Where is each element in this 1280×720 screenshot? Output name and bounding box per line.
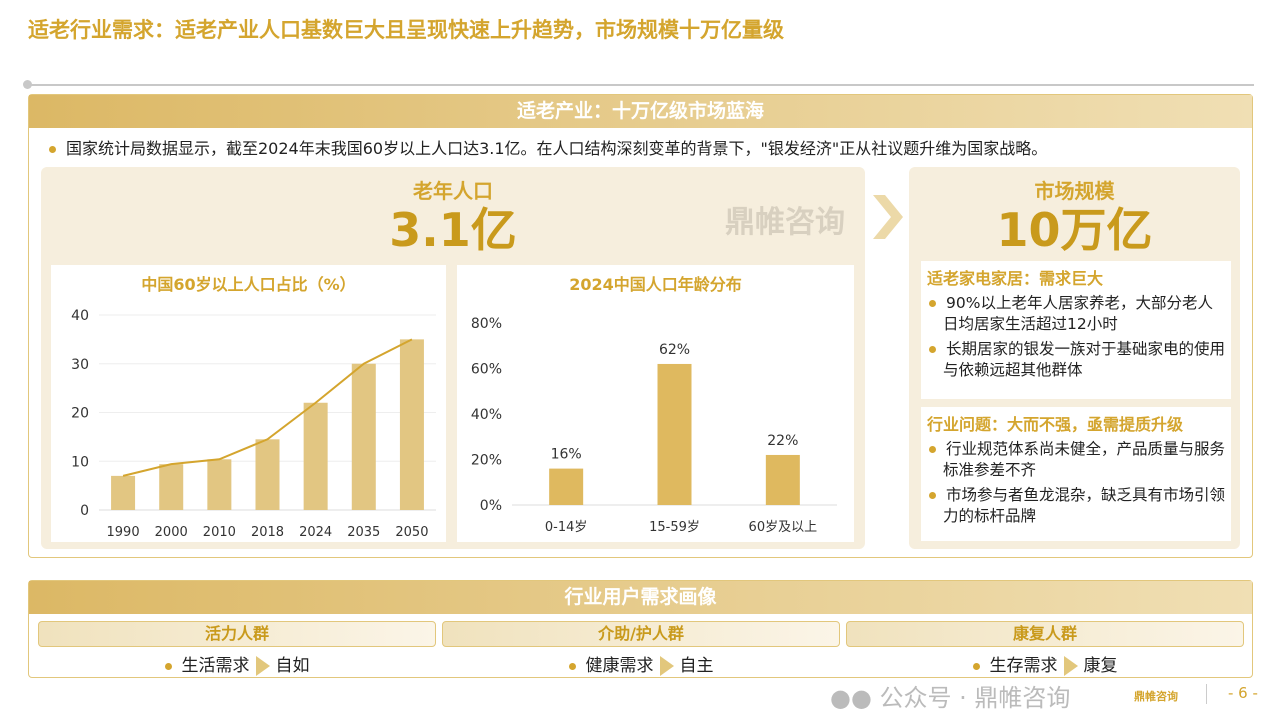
kpi-label: 老年人口 [413, 179, 493, 203]
panel-header: 行业用户需求画像 [29, 581, 1252, 614]
chart-title: 2024中国人口年龄分布 [569, 275, 742, 294]
rule-dot [23, 80, 32, 89]
kpi-value: 10万亿 [996, 203, 1153, 257]
data-label: 62% [659, 342, 690, 358]
bullet-icon [972, 662, 980, 670]
need-row: 生活需求 自如 [38, 651, 436, 676]
section-point: 市场参与者鱼龙混杂，缺乏具有市场引领力的标杆品牌 [921, 485, 1231, 531]
chart-svg: 0 10 20 30 40 1990 2000 2010 2018 2024 2035 2050 [71, 308, 436, 540]
arrow-icon [659, 656, 674, 676]
y-tick-label: 30 [71, 357, 89, 373]
bullet-icon [568, 662, 576, 670]
bar [657, 363, 692, 505]
market-panel: 适老产业：十万亿级市场蓝海 国家统计局数据显示，截至2024年末我国60岁以上人… [28, 94, 1253, 558]
elderly-ratio-chart: 中国60岁以上人口占比（%） 0 10 20 30 40 1990 2000 2010 2018… [51, 265, 446, 542]
bar [207, 459, 232, 510]
age-distribution-chart: 2024中国人口年龄分布 0% 20% 40% 60% 80% 0-14岁 16% 15-59… [457, 265, 854, 542]
need-row: 健康需求 自主 [442, 651, 840, 676]
bar [351, 363, 376, 510]
group-active: 活力人群 [38, 621, 436, 647]
intro-text: 国家统计局数据显示，截至2024年末我国60岁以上人口达3.1亿。在人口结构深刻… [49, 135, 1047, 159]
wechat-icon: ●● [830, 684, 872, 712]
footer-logo: 鼎帷咨询 [1134, 690, 1178, 703]
x-tick-label: 2024 [299, 525, 332, 540]
need-row: 生存需求 康复 [846, 651, 1244, 676]
bullet-icon [49, 146, 56, 153]
y-tick-label: 0 [80, 503, 89, 519]
panel-header: 适老产业：十万亿级市场蓝海 [29, 95, 1252, 128]
kpi-value: 3.1亿 [389, 203, 517, 257]
bar [255, 439, 280, 510]
elderly-population-box: 老年人口 3.1亿 鼎帷咨询 中国60岁以上人口占比（%） 0 10 20 30 40 1… [41, 167, 865, 549]
x-tick-label: 2018 [251, 525, 284, 540]
y-tick-label: 20% [471, 453, 502, 469]
bar [549, 468, 584, 505]
intro-label: 国家统计局数据显示，截至2024年末我国60岁以上人口达3.1亿。在人口结构深刻… [66, 139, 1048, 158]
page-title: 适老行业需求：适老产业人口基数巨大且呈现快速上升趋势，市场规模十万亿量级 [28, 17, 784, 42]
x-tick-label: 2050 [395, 525, 428, 540]
y-tick-label: 80% [471, 316, 502, 332]
watermark: 鼎帷咨询 [725, 205, 845, 240]
y-tick-label: 10 [71, 454, 89, 470]
issue-section: 行业问题：大而不强，亟需提质升级 行业规范体系尚未健全，产品质量与服务标准参差不… [921, 407, 1231, 541]
bullet-icon [929, 492, 936, 499]
y-tick-label: 60% [471, 362, 502, 378]
x-tick-label: 15-59岁 [649, 520, 700, 535]
data-label: 22% [767, 433, 798, 449]
section-heading: 适老家电家居：需求巨大 [927, 269, 1104, 288]
trend-line [122, 338, 413, 477]
chart-title: 中国60岁以上人口占比（%） [141, 275, 356, 294]
x-tick-label: 2010 [203, 525, 236, 540]
section-point: 长期居家的银发一族对于基础家电的使用与依赖远超其他群体 [921, 339, 1231, 385]
wechat-watermark: ●● 公众号 · 鼎帷咨询 [830, 684, 1071, 712]
bar [159, 464, 184, 510]
bar [303, 402, 328, 510]
x-tick-label: 2035 [347, 525, 380, 540]
bullet-icon [164, 662, 172, 670]
section-point: 行业规范体系尚未健全，产品质量与服务标准参差不齐 [921, 439, 1231, 485]
y-tick-label: 20 [71, 406, 89, 422]
bullet-icon [929, 346, 936, 353]
y-tick-label: 0% [480, 498, 502, 514]
x-tick-label: 2000 [155, 525, 188, 540]
data-label: 16% [551, 447, 582, 463]
bullet-icon [929, 446, 936, 453]
bar [765, 454, 800, 505]
section-point: 90%以上老年人居家养老，大部分老人日均居家生活超过12小时 [921, 293, 1231, 339]
footer-divider [1206, 684, 1207, 704]
chart-svg: 0% 20% 40% 60% 80% 0-14岁 16% 15-59岁 62% 60岁及以上 22% [471, 316, 837, 535]
divider [28, 84, 1254, 86]
demand-section: 适老家电家居：需求巨大 90%以上老年人居家养老，大部分老人日均居家生活超过12… [921, 261, 1231, 399]
page-number: - 6 - [1228, 684, 1258, 702]
group-assisted: 介助/护人群 [442, 621, 840, 647]
x-tick-label: 1990 [107, 525, 140, 540]
section-heading: 行业问题：大而不强，亟需提质升级 [927, 415, 1184, 434]
group-rehab: 康复人群 [846, 621, 1244, 647]
arrow-icon [255, 656, 270, 676]
bullet-icon [929, 300, 936, 307]
y-tick-label: 40 [71, 308, 89, 324]
market-size-box: 市场规模 10万亿 适老家电家居：需求巨大 90%以上老年人居家养老，大部分老人… [909, 167, 1240, 549]
y-tick-label: 40% [471, 407, 502, 423]
bar [399, 339, 424, 510]
x-tick-label: 0-14岁 [545, 520, 588, 535]
chevron-right-icon [873, 195, 903, 239]
kpi-label: 市场规模 [1034, 179, 1115, 203]
bar [111, 475, 136, 510]
user-portrait-panel: 行业用户需求画像 活力人群 介助/护人群 康复人群 生活需求 自如 健康需求 自主 … [28, 580, 1253, 678]
x-tick-label: 60岁及以上 [749, 520, 818, 535]
arrow-icon [1063, 656, 1078, 676]
